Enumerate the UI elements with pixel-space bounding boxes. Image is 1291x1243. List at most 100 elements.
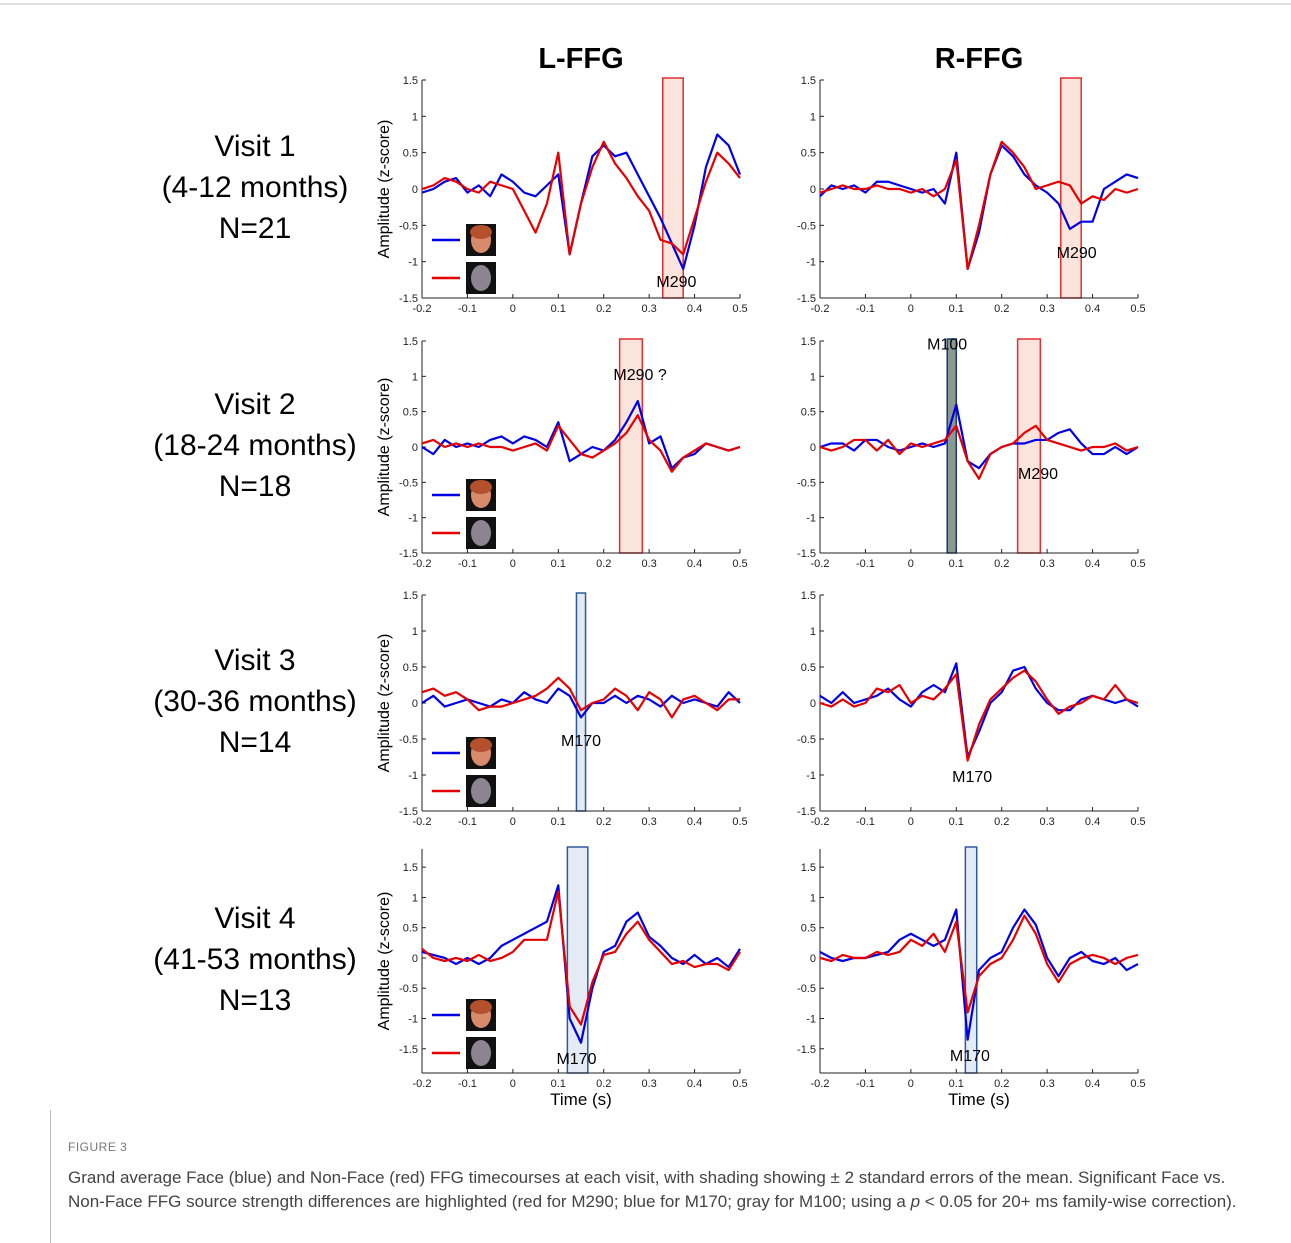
series-line	[819, 403, 1139, 470]
y-tick-label: -1	[408, 770, 418, 782]
row-label: (41-53 months)	[153, 943, 356, 976]
y-tick-label: 0	[810, 953, 816, 965]
y-tick-label: 1	[412, 892, 418, 904]
x-tick-label: 0	[908, 303, 914, 315]
x-tick-label: 0.1	[949, 1078, 964, 1090]
x-axis-label: Time (s)	[550, 1090, 612, 1109]
y-axis-label: Amplitude (z-score)	[376, 634, 393, 773]
x-tick-label: 0.1	[551, 303, 566, 315]
series-line	[819, 144, 1139, 271]
annotation: M100	[927, 336, 967, 353]
y-tick-label: 1.5	[801, 862, 816, 874]
x-tick-label: 0.2	[994, 558, 1009, 570]
y-tick-label: 0.5	[801, 407, 816, 419]
x-tick-label: 0.2	[596, 303, 611, 315]
legend-icon	[470, 480, 492, 494]
y-tick-label: -1.5	[399, 548, 418, 560]
x-tick-label: -0.1	[458, 1078, 477, 1090]
y-axis-label: Amplitude (z-score)	[376, 120, 393, 259]
x-tick-label: -0.2	[413, 558, 432, 570]
legend-icon	[471, 1040, 491, 1066]
y-tick-label: 1	[810, 626, 816, 638]
x-tick-label: 0.3	[1039, 303, 1054, 315]
legend-icon	[470, 225, 492, 239]
legend-icon	[471, 265, 491, 291]
y-axis-label: Amplitude (z-score)	[376, 378, 393, 517]
highlight	[946, 338, 958, 554]
x-tick-label: 0	[510, 1078, 516, 1090]
y-tick-label: -0.5	[797, 477, 816, 489]
y-tick-label: -1	[408, 1014, 418, 1026]
y-tick-label: 1.5	[801, 590, 816, 602]
x-tick-label: 0.4	[687, 558, 702, 570]
x-tick-label: 0.2	[596, 1078, 611, 1090]
x-tick-label: 0.5	[732, 303, 747, 315]
figure: L-FFG R-FFG Visit 1 (4-12 months) N=21 Visit …	[0, 3, 1291, 1109]
y-tick-label: 1.5	[801, 75, 816, 87]
y-tick-label: -1	[806, 257, 816, 269]
x-tick-label: 0.4	[687, 1078, 702, 1090]
x-tick-label: 0.5	[1130, 816, 1145, 828]
x-tick-label: 0	[510, 303, 516, 315]
x-tick-label: 0	[510, 816, 516, 828]
legend-icon	[471, 520, 491, 546]
series-line	[819, 908, 1139, 1041]
y-tick-label: 1	[810, 111, 816, 123]
annotation: M170	[561, 733, 601, 750]
y-tick-label: 0	[412, 698, 418, 710]
row-label: N=18	[219, 470, 292, 503]
y-tick-label: 0	[412, 184, 418, 196]
row-label: Visit 1	[214, 130, 295, 163]
row-label: Visit 3	[214, 644, 295, 677]
y-tick-label: -1.5	[797, 806, 816, 818]
y-tick-label: 0.5	[801, 148, 816, 160]
y-tick-label: 0	[412, 442, 418, 454]
x-tick-label: -0.1	[856, 558, 875, 570]
series-line	[819, 140, 1139, 271]
x-tick-label: -0.1	[856, 816, 875, 828]
row-label: (4-12 months)	[162, 171, 349, 204]
y-tick-label: -1	[806, 1014, 816, 1026]
x-tick-label: 0	[510, 558, 516, 570]
y-tick-label: 0.5	[403, 662, 418, 674]
series-line	[421, 140, 741, 256]
x-tick-label: 0	[908, 558, 914, 570]
annotation: M290	[656, 274, 696, 291]
x-tick-label: 0.3	[641, 303, 656, 315]
annotation: M290	[1057, 245, 1097, 262]
series-line	[819, 669, 1139, 762]
x-tick-label: 0.4	[687, 303, 702, 315]
x-tick-label: -0.1	[856, 1078, 875, 1090]
y-tick-label: 0.5	[801, 923, 816, 935]
x-tick-label: 0.1	[551, 816, 566, 828]
highlight	[1016, 338, 1042, 554]
y-tick-label: 1	[810, 892, 816, 904]
x-tick-label: 0.4	[1085, 1078, 1100, 1090]
x-tick-label: 0.2	[994, 303, 1009, 315]
column-title: R-FFG	[935, 43, 1024, 75]
x-tick-label: 0.1	[949, 816, 964, 828]
x-tick-label: 0.5	[1130, 303, 1145, 315]
caption-text: < 0.05 for 20+ ms family-wise correction…	[920, 1192, 1237, 1211]
x-tick-label: 0.4	[1085, 816, 1100, 828]
legend-icon	[470, 738, 492, 752]
y-tick-label: 0.5	[403, 407, 418, 419]
y-tick-label: -1.5	[399, 293, 418, 305]
x-tick-label: -0.1	[856, 303, 875, 315]
y-axis-label: Amplitude (z-score)	[376, 892, 393, 1031]
x-tick-label: 0.2	[994, 1078, 1009, 1090]
x-tick-label: -0.1	[458, 303, 477, 315]
x-tick-label: -0.2	[413, 1078, 432, 1090]
column-title: L-FFG	[538, 43, 623, 75]
y-tick-label: -1.5	[797, 548, 816, 560]
y-tick-label: -1	[408, 257, 418, 269]
y-tick-label: 1.5	[403, 336, 418, 348]
y-tick-label: -1.5	[399, 806, 418, 818]
x-tick-label: 0.4	[1085, 558, 1100, 570]
x-tick-label: 0.5	[732, 1078, 747, 1090]
x-tick-label: -0.2	[811, 1078, 830, 1090]
highlight	[662, 77, 684, 299]
series-line	[819, 662, 1139, 759]
